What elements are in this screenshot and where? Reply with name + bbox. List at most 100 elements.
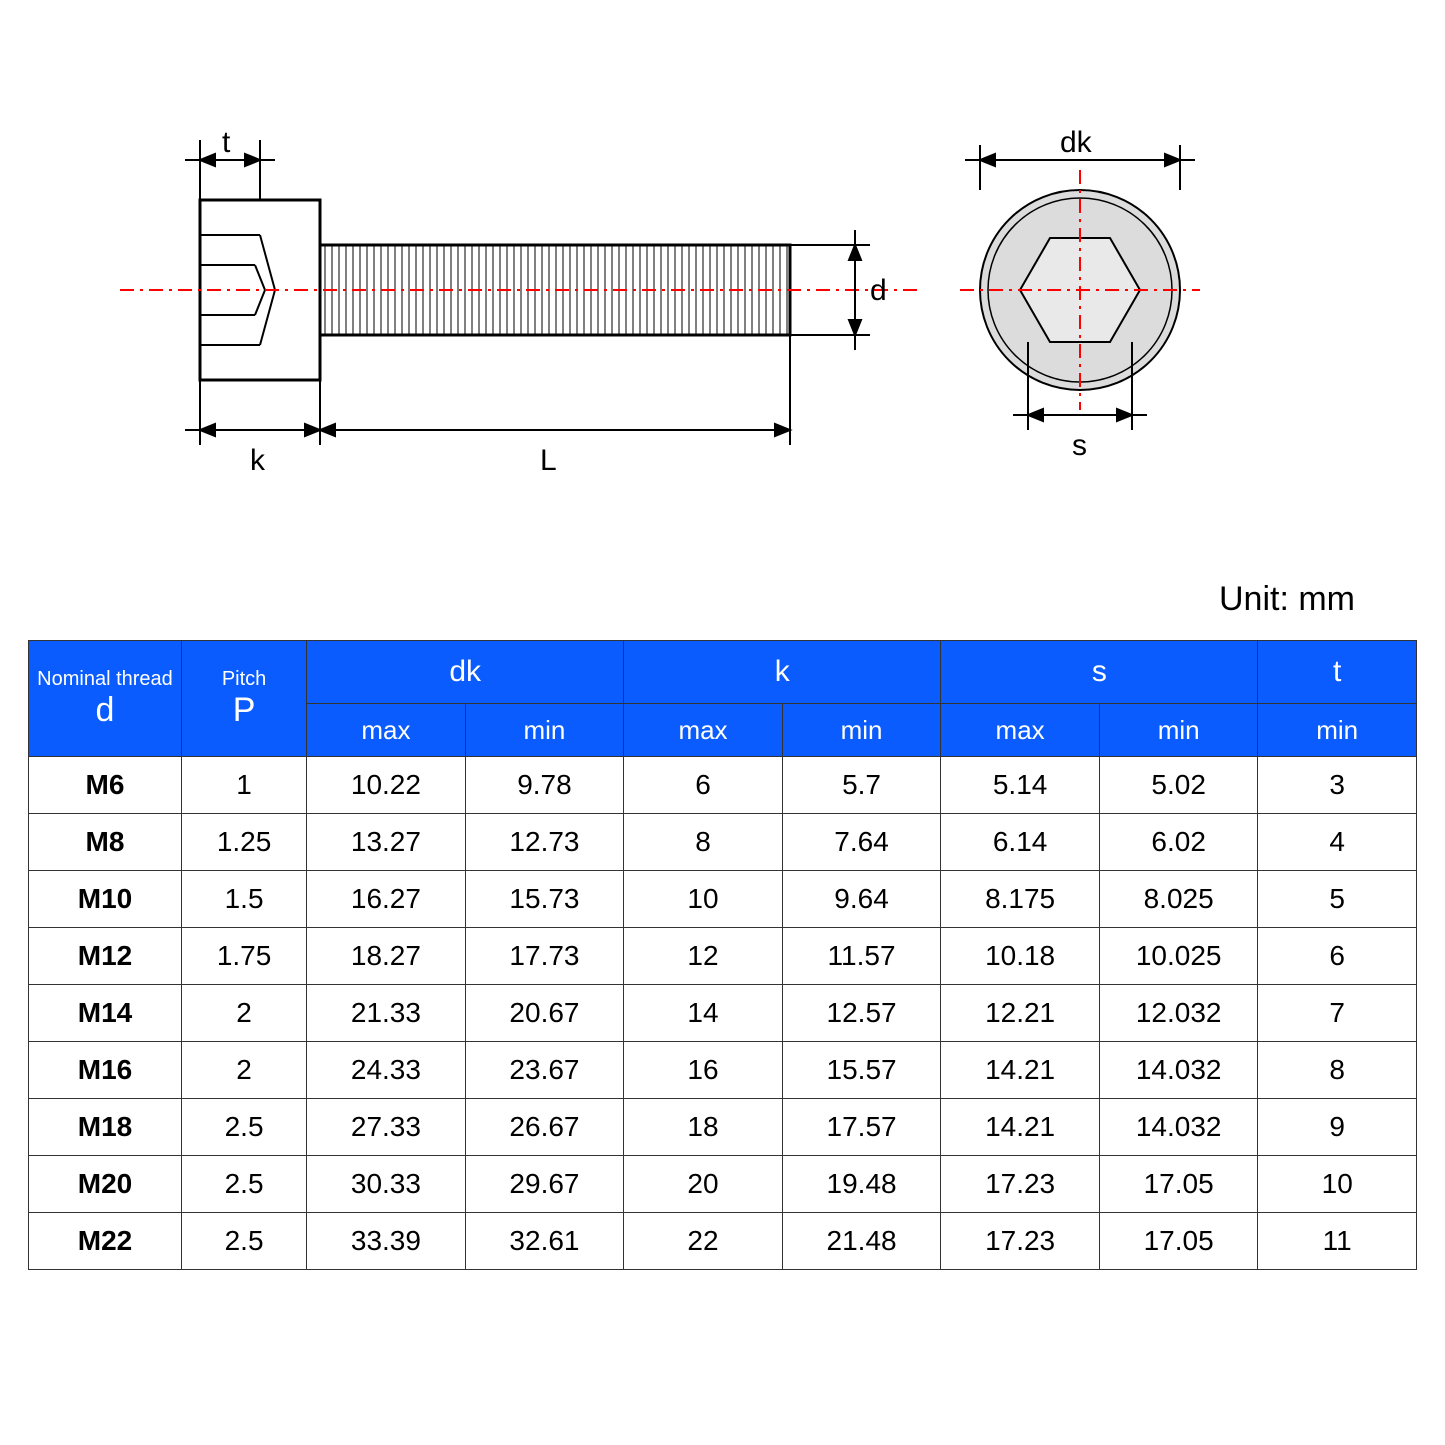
table-cell: 22 (624, 1213, 783, 1270)
table-cell: 17.23 (941, 1156, 1100, 1213)
table-cell: M12 (29, 928, 182, 985)
col-header: t (1258, 641, 1417, 704)
col-header: k (624, 641, 941, 704)
table-cell: 8.175 (941, 871, 1100, 928)
table-cell: 30.33 (307, 1156, 466, 1213)
table-cell: 8 (1258, 1042, 1417, 1099)
table-cell: 20 (624, 1156, 783, 1213)
table-cell: 6 (624, 757, 783, 814)
table-cell: M22 (29, 1213, 182, 1270)
table-cell: 17.73 (465, 928, 624, 985)
table-cell: 2 (181, 1042, 306, 1099)
dim-label-L: L (540, 444, 557, 477)
dim-label-d: d (870, 274, 887, 307)
table-cell: 10 (624, 871, 783, 928)
table-cell: 11 (1258, 1213, 1417, 1270)
col-subheader: max (307, 704, 466, 757)
table-cell: 9.78 (465, 757, 624, 814)
table-cell: 29.67 (465, 1156, 624, 1213)
col-subheader: max (624, 704, 783, 757)
table-cell: 14.21 (941, 1042, 1100, 1099)
table-cell: 1.5 (181, 871, 306, 928)
table-cell: 16 (624, 1042, 783, 1099)
table-cell: 21.33 (307, 985, 466, 1042)
table-cell: M6 (29, 757, 182, 814)
table-cell: 6 (1258, 928, 1417, 985)
table-cell: 14 (624, 985, 783, 1042)
table-cell: 1 (181, 757, 306, 814)
col-subheader: min (465, 704, 624, 757)
table-cell: 18.27 (307, 928, 466, 985)
table-cell: 1.25 (181, 814, 306, 871)
table-cell: 7.64 (782, 814, 941, 871)
table-cell: 2.5 (181, 1156, 306, 1213)
col-header: dk (307, 641, 624, 704)
col-header: PitchP (181, 641, 306, 757)
table-cell: 18 (624, 1099, 783, 1156)
dim-label-t: t (222, 126, 231, 159)
table-cell: 10 (1258, 1156, 1417, 1213)
table-row: M202.530.3329.672019.4817.2317.0510 (29, 1156, 1417, 1213)
table-cell: 5 (1258, 871, 1417, 928)
table-cell: 15.73 (465, 871, 624, 928)
table-cell: 7 (1258, 985, 1417, 1042)
table-cell: 12.73 (465, 814, 624, 871)
table-cell: 17.05 (1099, 1156, 1258, 1213)
dim-label-s: s (1072, 429, 1087, 462)
table-cell: 27.33 (307, 1099, 466, 1156)
table-cell: 12.57 (782, 985, 941, 1042)
table-cell: M10 (29, 871, 182, 928)
table-cell: 3 (1258, 757, 1417, 814)
table-cell: 10.025 (1099, 928, 1258, 985)
page: t k L (0, 0, 1445, 1445)
col-subheader: max (941, 704, 1100, 757)
table-cell: 5.7 (782, 757, 941, 814)
table-row: M121.7518.2717.731211.5710.1810.0256 (29, 928, 1417, 985)
table-row: M81.2513.2712.7387.646.146.024 (29, 814, 1417, 871)
table-cell: 6.02 (1099, 814, 1258, 871)
table-cell: 12.032 (1099, 985, 1258, 1042)
table-row: M6110.229.7865.75.145.023 (29, 757, 1417, 814)
dim-label-dk: dk (1060, 126, 1093, 159)
table-cell: M8 (29, 814, 182, 871)
table-cell: 11.57 (782, 928, 941, 985)
col-subheader: min (782, 704, 941, 757)
table-cell: 1.75 (181, 928, 306, 985)
table-cell: 24.33 (307, 1042, 466, 1099)
table-cell: 9 (1258, 1099, 1417, 1156)
table-cell: 2 (181, 985, 306, 1042)
table-cell: 6.14 (941, 814, 1100, 871)
table-cell: M16 (29, 1042, 182, 1099)
table-cell: 12.21 (941, 985, 1100, 1042)
dim-label-k: k (250, 444, 266, 477)
table-cell: 17.23 (941, 1213, 1100, 1270)
table-row: M182.527.3326.671817.5714.2114.0329 (29, 1099, 1417, 1156)
table-cell: 17.57 (782, 1099, 941, 1156)
table-cell: 9.64 (782, 871, 941, 928)
table-cell: 5.14 (941, 757, 1100, 814)
table-cell: 21.48 (782, 1213, 941, 1270)
table-cell: 2.5 (181, 1099, 306, 1156)
table-cell: 23.67 (465, 1042, 624, 1099)
table-cell: 8.025 (1099, 871, 1258, 928)
table-cell: 2.5 (181, 1213, 306, 1270)
col-subheader: min (1258, 704, 1417, 757)
table-cell: 14.21 (941, 1099, 1100, 1156)
table-cell: M20 (29, 1156, 182, 1213)
table-cell: 10.22 (307, 757, 466, 814)
col-header: Nominal threadd (29, 641, 182, 757)
table-cell: 4 (1258, 814, 1417, 871)
table-cell: 12 (624, 928, 783, 985)
table-cell: 14.032 (1099, 1099, 1258, 1156)
spec-table: Nominal threaddPitchPdkkst maxminmaxminm… (28, 640, 1417, 1270)
table-cell: 15.57 (782, 1042, 941, 1099)
table-cell: 8 (624, 814, 783, 871)
table-row: M16224.3323.671615.5714.2114.0328 (29, 1042, 1417, 1099)
spec-table-body: M6110.229.7865.75.145.023M81.2513.2712.7… (29, 757, 1417, 1270)
table-cell: M18 (29, 1099, 182, 1156)
table-cell: 19.48 (782, 1156, 941, 1213)
col-header: s (941, 641, 1258, 704)
table-cell: 32.61 (465, 1213, 624, 1270)
table-cell: M14 (29, 985, 182, 1042)
table-cell: 16.27 (307, 871, 466, 928)
